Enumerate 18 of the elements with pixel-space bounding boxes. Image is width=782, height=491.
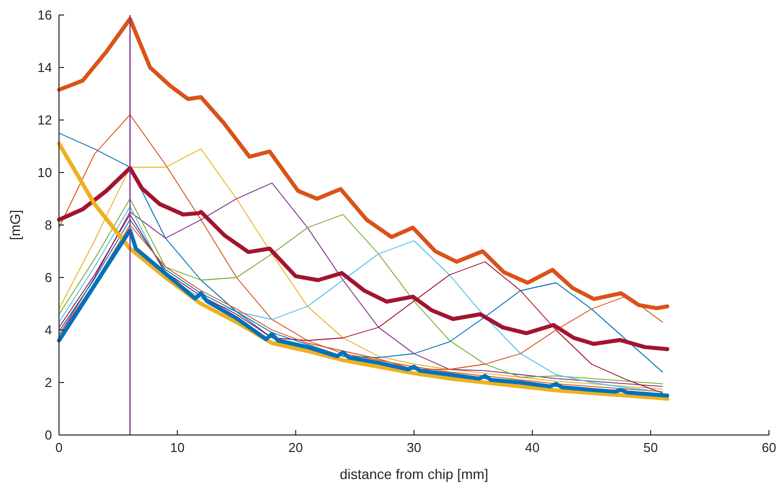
y-tick-label: 16: [38, 8, 52, 23]
x-tick-label: 20: [288, 440, 303, 455]
y-tick-label: 4: [44, 322, 52, 338]
y-tick-label: 2: [44, 375, 52, 390]
y-tick-label: 6: [44, 270, 52, 286]
y-axis-title: [mG]: [7, 210, 23, 240]
x-tick-label: 40: [525, 440, 540, 455]
x-tick-label: 50: [643, 440, 658, 455]
y-tick-label: 10: [38, 165, 52, 180]
x-tick-label: 30: [406, 440, 422, 455]
x-tick-label: 0: [55, 440, 63, 455]
y-tick-label: 14: [38, 60, 52, 76]
y-tick-label: 8: [44, 218, 52, 233]
y-tick-label: 0: [44, 428, 52, 443]
x-tick-label: 60: [762, 440, 776, 455]
x-axis-title: distance from chip [mm]: [340, 466, 488, 482]
x-tick-label: 10: [170, 440, 185, 455]
y-tick-label: 12: [38, 112, 52, 128]
